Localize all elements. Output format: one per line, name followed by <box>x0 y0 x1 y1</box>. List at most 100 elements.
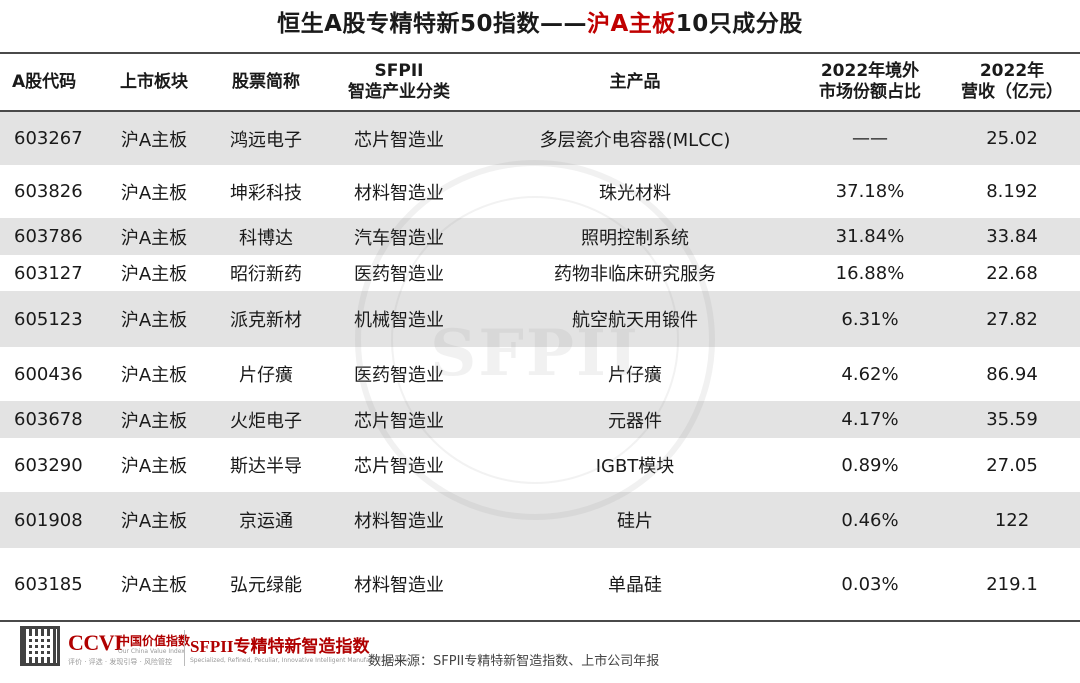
cell-revenue: 22.68 <box>944 255 1080 291</box>
cell-name: 火炬电子 <box>208 401 324 438</box>
cell-board: 沪A主板 <box>100 548 208 622</box>
sfpii-logo-en: Specialized, Refined, Peculiar, Innovati… <box>190 657 410 664</box>
cell-share: 0.46% <box>796 492 944 548</box>
cell-board: 沪A主板 <box>100 291 208 347</box>
title-part2: 10只成分股 <box>675 11 803 37</box>
header-industry-line2: 智造产业分类 <box>348 82 450 102</box>
header-revenue: 2022年 营收（亿元） <box>944 52 1080 112</box>
cell-name: 片仔癀 <box>208 347 324 401</box>
table-row: 603678 沪A主板 火炬电子 芯片智造业 元器件 4.17% 35.59 <box>0 401 1080 438</box>
cell-board: 沪A主板 <box>100 218 208 255</box>
header-industry: SFPII 智造产业分类 <box>324 52 474 112</box>
cell-industry: 芯片智造业 <box>324 401 474 438</box>
header-revenue-line2: 营收（亿元） <box>961 82 1063 102</box>
ccvi-logo: CCVI <box>68 630 123 655</box>
ccvi-logo-tagline: 评价 · 评选 · 发现引导 · 风险管控 <box>68 658 173 666</box>
table-row: 605123 沪A主板 派克新材 机械智造业 航空航天用锻件 6.31% 27.… <box>0 291 1080 347</box>
table-row: 603826 沪A主板 坤彩科技 材料智造业 珠光材料 37.18% 8.192 <box>0 165 1080 218</box>
ccvi-logo-en: Our China Value Index <box>118 648 185 655</box>
cell-industry: 材料智造业 <box>324 492 474 548</box>
cell-board: 沪A主板 <box>100 111 208 165</box>
header-revenue-line1: 2022年 <box>979 61 1045 81</box>
cell-code: 603290 <box>0 438 100 492</box>
cell-industry: 医药智造业 <box>324 255 474 291</box>
cell-name: 鸿远电子 <box>208 111 324 165</box>
cell-name: 京运通 <box>208 492 324 548</box>
cell-code: 603267 <box>0 111 100 165</box>
cell-code: 600436 <box>0 347 100 401</box>
table-row: 603185 沪A主板 弘元绿能 材料智造业 单晶硅 0.03% 219.1 <box>0 548 1080 622</box>
cell-board: 沪A主板 <box>100 438 208 492</box>
header-industry-line1: SFPII <box>374 61 424 81</box>
header-share: 2022年境外 市场份额占比 <box>796 52 944 112</box>
header-board: 上市板块 <box>100 52 208 112</box>
cell-board: 沪A主板 <box>100 492 208 548</box>
header-code: A股代码 <box>0 52 100 112</box>
qr-code-icon <box>20 626 60 666</box>
table-row: 600436 沪A主板 片仔癀 医药智造业 片仔癀 4.62% 86.94 <box>0 347 1080 401</box>
footer-divider <box>184 630 185 666</box>
cell-code: 605123 <box>0 291 100 347</box>
cell-code: 603786 <box>0 218 100 255</box>
cell-product: 航空航天用锻件 <box>474 291 796 347</box>
header-share-line1: 2022年境外 <box>820 61 920 81</box>
cell-share: 0.89% <box>796 438 944 492</box>
constituents-table: A股代码 上市板块 股票简称 SFPII 智造产业分类 主产品 2022年境外 市场… <box>0 52 1080 622</box>
cell-product: 药物非临床研究服务 <box>474 255 796 291</box>
sfpii-logo: SFPII专精特新智造指数 <box>190 637 370 656</box>
cell-board: 沪A主板 <box>100 401 208 438</box>
table-row: 603786 沪A主板 科博达 汽车智造业 照明控制系统 31.84% 33.8… <box>0 218 1080 255</box>
cell-name: 弘元绿能 <box>208 548 324 622</box>
cell-revenue: 35.59 <box>944 401 1080 438</box>
cell-share: 6.31% <box>796 291 944 347</box>
cell-revenue: 219.1 <box>944 548 1080 622</box>
table-header-row: A股代码 上市板块 股票简称 SFPII 智造产业分类 主产品 2022年境外 市场… <box>0 52 1080 112</box>
header-name: 股票简称 <box>208 52 324 112</box>
cell-code: 603678 <box>0 401 100 438</box>
table-row: 603290 沪A主板 斯达半导 芯片智造业 IGBT模块 0.89% 27.0… <box>0 438 1080 492</box>
data-source-note: 数据来源：SFPII专精特新智造指数、上市公司年报 <box>368 654 660 669</box>
cell-code: 603826 <box>0 165 100 218</box>
table-row: 603127 沪A主板 昭衍新药 医药智造业 药物非临床研究服务 16.88% … <box>0 255 1080 291</box>
cell-revenue: 86.94 <box>944 347 1080 401</box>
cell-board: 沪A主板 <box>100 165 208 218</box>
cell-share: —— <box>796 111 944 165</box>
cell-name: 昭衍新药 <box>208 255 324 291</box>
cell-product: 硅片 <box>474 492 796 548</box>
cell-industry: 材料智造业 <box>324 548 474 622</box>
cell-name: 科博达 <box>208 218 324 255</box>
cell-industry: 机械智造业 <box>324 291 474 347</box>
cell-revenue: 27.82 <box>944 291 1080 347</box>
cell-revenue: 122 <box>944 492 1080 548</box>
cell-share: 0.03% <box>796 548 944 622</box>
cell-code: 603127 <box>0 255 100 291</box>
cell-industry: 汽车智造业 <box>324 218 474 255</box>
cell-product: IGBT模块 <box>474 438 796 492</box>
cell-revenue: 27.05 <box>944 438 1080 492</box>
ccvi-logo-cn: 中国价值指数 <box>118 634 191 648</box>
cell-industry: 芯片智造业 <box>324 438 474 492</box>
cell-share: 31.84% <box>796 218 944 255</box>
title-highlight: 沪A主板 <box>586 11 676 37</box>
cell-product: 珠光材料 <box>474 165 796 218</box>
cell-product: 单晶硅 <box>474 548 796 622</box>
cell-revenue: 8.192 <box>944 165 1080 218</box>
cell-share: 16.88% <box>796 255 944 291</box>
cell-code: 603185 <box>0 548 100 622</box>
cell-name: 派克新材 <box>208 291 324 347</box>
cell-code: 601908 <box>0 492 100 548</box>
cell-revenue: 33.84 <box>944 218 1080 255</box>
cell-board: 沪A主板 <box>100 347 208 401</box>
cell-name: 坤彩科技 <box>208 165 324 218</box>
cell-industry: 医药智造业 <box>324 347 474 401</box>
cell-product: 多层瓷介电容器(MLCC) <box>474 111 796 165</box>
cell-share: 4.62% <box>796 347 944 401</box>
cell-product: 元器件 <box>474 401 796 438</box>
cell-industry: 芯片智造业 <box>324 111 474 165</box>
cell-share: 4.17% <box>796 401 944 438</box>
cell-revenue: 25.02 <box>944 111 1080 165</box>
table-row: 601908 沪A主板 京运通 材料智造业 硅片 0.46% 122 <box>0 492 1080 548</box>
header-share-line2: 市场份额占比 <box>819 82 921 102</box>
title-part1: 恒生A股专精特新50指数—— <box>277 11 587 37</box>
cell-industry: 材料智造业 <box>324 165 474 218</box>
